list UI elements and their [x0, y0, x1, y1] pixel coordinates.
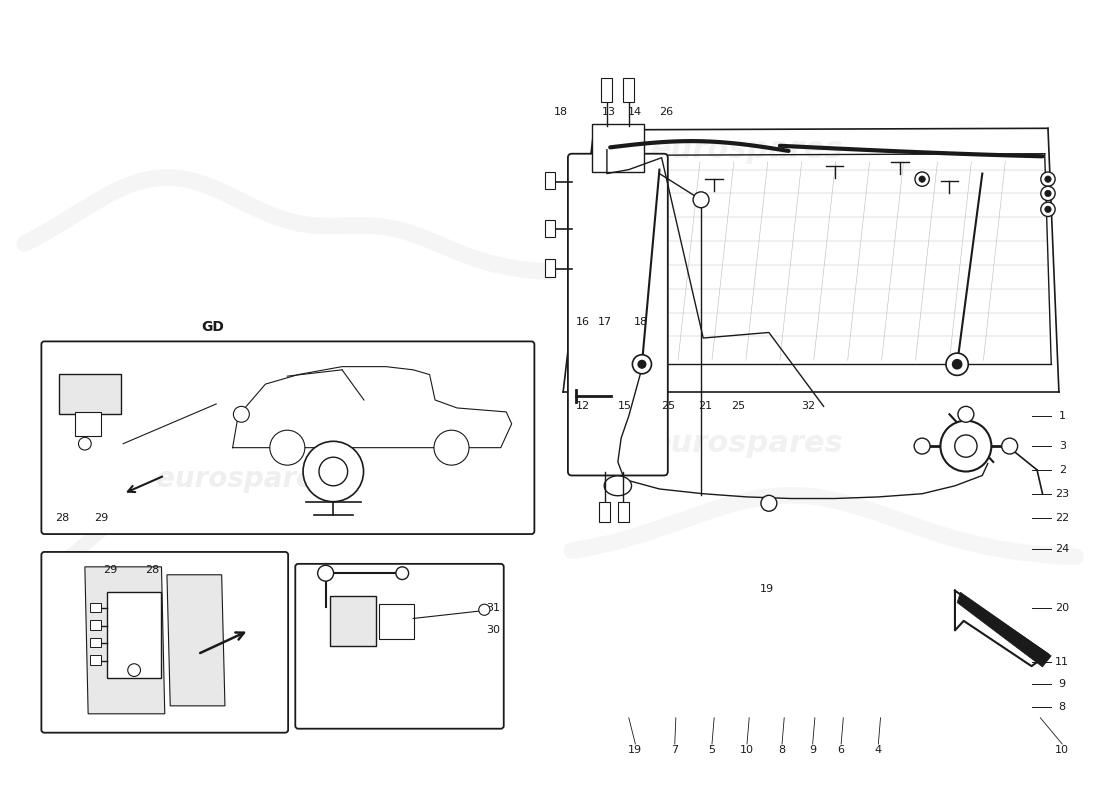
Circle shape	[638, 360, 646, 368]
Text: eurospares: eurospares	[650, 429, 844, 458]
Text: 4: 4	[874, 745, 882, 754]
Text: 15: 15	[617, 402, 631, 411]
Text: 12: 12	[575, 402, 590, 411]
Text: 16: 16	[575, 317, 590, 327]
Bar	[90, 638, 101, 647]
Text: 5: 5	[708, 745, 715, 754]
Text: 25: 25	[732, 402, 746, 411]
Text: 25: 25	[661, 402, 675, 411]
Circle shape	[78, 438, 91, 450]
Text: 31: 31	[486, 603, 500, 613]
Bar	[600, 502, 610, 522]
Circle shape	[1002, 438, 1018, 454]
Circle shape	[918, 176, 925, 182]
Text: 21: 21	[698, 402, 713, 411]
Bar	[544, 172, 556, 190]
Text: 9: 9	[810, 745, 816, 754]
Text: 19: 19	[628, 745, 642, 754]
Text: 22: 22	[1055, 513, 1069, 522]
Text: 2: 2	[1058, 465, 1066, 475]
Circle shape	[946, 353, 968, 375]
Circle shape	[1045, 206, 1052, 213]
Text: 30: 30	[486, 626, 500, 635]
Circle shape	[958, 406, 974, 422]
Circle shape	[304, 442, 363, 502]
Circle shape	[233, 406, 250, 422]
Circle shape	[270, 430, 305, 465]
Text: 18: 18	[634, 317, 648, 327]
Text: 28: 28	[55, 513, 69, 523]
Text: eurospares: eurospares	[650, 135, 844, 164]
FancyBboxPatch shape	[42, 342, 535, 534]
Text: 13: 13	[602, 107, 616, 118]
Circle shape	[1041, 172, 1055, 186]
Text: 24: 24	[1055, 544, 1069, 554]
Text: eurospares: eurospares	[156, 466, 331, 494]
Text: 14: 14	[628, 107, 642, 118]
Text: GD: GD	[201, 320, 224, 334]
Bar	[90, 620, 101, 630]
Text: 28: 28	[145, 565, 160, 575]
Text: 10: 10	[740, 745, 754, 754]
FancyBboxPatch shape	[379, 604, 415, 639]
Text: 20: 20	[1055, 603, 1069, 613]
Circle shape	[1041, 202, 1055, 217]
Polygon shape	[167, 574, 224, 706]
FancyBboxPatch shape	[58, 374, 121, 414]
Text: 27: 27	[340, 457, 354, 467]
Circle shape	[915, 172, 930, 186]
Circle shape	[693, 192, 710, 208]
Polygon shape	[85, 567, 165, 714]
Text: 29: 29	[95, 513, 109, 523]
Polygon shape	[957, 592, 1052, 667]
Circle shape	[318, 566, 333, 581]
Circle shape	[761, 495, 777, 511]
Text: 32: 32	[801, 402, 815, 411]
Text: 10: 10	[1055, 745, 1069, 754]
FancyBboxPatch shape	[295, 564, 504, 729]
Bar	[90, 655, 101, 665]
Bar	[544, 259, 556, 277]
Text: 1: 1	[1058, 411, 1066, 421]
Text: 8: 8	[779, 745, 785, 754]
FancyBboxPatch shape	[592, 124, 644, 171]
Circle shape	[1041, 186, 1055, 201]
Text: 9: 9	[1058, 679, 1066, 690]
Bar	[544, 220, 556, 237]
FancyBboxPatch shape	[75, 412, 101, 436]
Circle shape	[128, 664, 141, 677]
Bar	[624, 78, 635, 102]
Circle shape	[914, 438, 931, 454]
Circle shape	[1045, 176, 1052, 182]
Circle shape	[434, 430, 469, 465]
FancyBboxPatch shape	[568, 154, 668, 475]
Text: 7: 7	[671, 745, 679, 754]
Text: 18: 18	[554, 107, 568, 118]
Text: 17: 17	[597, 317, 612, 327]
Circle shape	[953, 359, 961, 369]
Text: 6: 6	[837, 745, 845, 754]
Text: 23: 23	[1055, 489, 1069, 498]
Ellipse shape	[604, 476, 631, 496]
Text: 3: 3	[1058, 441, 1066, 451]
Circle shape	[632, 354, 651, 374]
Bar	[90, 602, 101, 612]
Circle shape	[940, 421, 991, 471]
Circle shape	[955, 435, 977, 458]
Text: 26: 26	[659, 107, 673, 118]
Circle shape	[319, 457, 348, 486]
Circle shape	[396, 567, 408, 579]
Text: 11: 11	[1055, 657, 1069, 667]
Text: 8: 8	[1058, 702, 1066, 712]
Text: 19: 19	[760, 584, 773, 594]
FancyBboxPatch shape	[330, 596, 376, 646]
FancyBboxPatch shape	[42, 552, 288, 733]
Bar	[618, 502, 629, 522]
Bar	[602, 78, 613, 102]
Circle shape	[478, 604, 490, 615]
Text: 29: 29	[103, 565, 118, 575]
Polygon shape	[107, 592, 162, 678]
Circle shape	[1045, 190, 1052, 197]
